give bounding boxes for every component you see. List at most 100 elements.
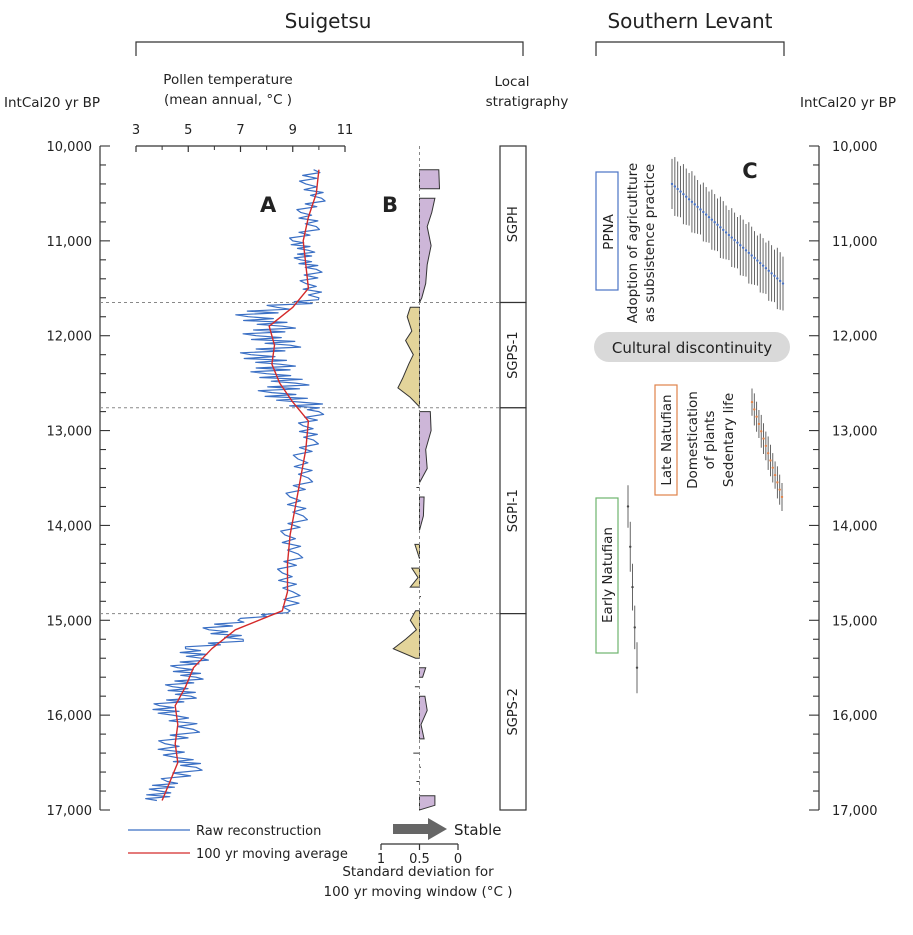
ppna-age-range-point xyxy=(676,187,679,191)
stable-sd-area xyxy=(419,496,425,531)
stable-sd-area xyxy=(419,795,436,811)
temperature-axis: 3 5 7 9 11 xyxy=(132,123,353,152)
sd-tick-label: 0 xyxy=(454,852,462,867)
late-note-3: Sedentary life xyxy=(721,393,737,487)
ppna-age-range-point xyxy=(756,259,759,262)
panel-a-temperature xyxy=(145,169,326,802)
ppna-note-2: as subsistence practice xyxy=(642,164,658,322)
right-age-label: 12,000 xyxy=(832,330,878,345)
sd-tick-label: 1 xyxy=(377,852,385,867)
panel-c-levant xyxy=(626,157,785,694)
suigetsu-bracket xyxy=(135,41,524,56)
late-natufian-age-range-point xyxy=(780,495,784,499)
ppna-age-range-point xyxy=(719,226,722,229)
ppna-label: PPNA xyxy=(601,213,617,249)
ppna-age-range-point xyxy=(702,210,705,214)
legend-avg-label: 100 yr moving average xyxy=(196,847,348,862)
ppna-age-range-point xyxy=(685,195,688,198)
ppna-age-range-point xyxy=(781,282,785,285)
stable-sd-area xyxy=(419,667,427,678)
ppna-age-range-point xyxy=(767,269,770,272)
right-age-label: 14,000 xyxy=(832,519,878,534)
ppna-age-range-point xyxy=(693,203,696,206)
ppna-age-range-point xyxy=(739,244,742,247)
left-age-label: 16,000 xyxy=(47,709,93,724)
left-age-label: 14,000 xyxy=(47,519,93,534)
ppna-age-range-point xyxy=(670,182,674,186)
ppna-age-range-point xyxy=(722,228,725,232)
panel-b-stddev xyxy=(392,146,441,811)
right-age-label: 16,000 xyxy=(832,709,878,724)
ppna-age-range-point xyxy=(707,215,711,219)
ppna-age-range-point xyxy=(713,221,716,224)
unstable-sd-area xyxy=(397,306,420,409)
ppna-age-range-point xyxy=(710,218,714,221)
strat-zone-label: SGPI-1 xyxy=(506,489,521,532)
stable-sd-area xyxy=(419,411,432,483)
ppna-age-range-point xyxy=(730,236,733,239)
early-natufian-age-range-point xyxy=(633,626,636,629)
unstable-sd-area xyxy=(392,610,420,659)
ppna-age-range-point xyxy=(716,223,719,227)
southern-levant-header: Southern Levant xyxy=(607,9,772,33)
early-natufian-age-range-point xyxy=(626,505,630,508)
late-natufian-age-range-point xyxy=(778,488,781,491)
strat-zone-label: SGPS-2 xyxy=(506,688,521,735)
left-age-label: 13,000 xyxy=(47,425,93,440)
ppna-age-range-point xyxy=(679,190,682,193)
zone-boundaries xyxy=(100,302,500,615)
ppna-box xyxy=(595,171,619,291)
right-age-label: 13,000 xyxy=(832,425,878,440)
right-age-label: 15,000 xyxy=(832,614,878,629)
ppna-age-range-point xyxy=(753,256,756,260)
ppna-note-1: Adoption of agricutlture xyxy=(625,163,641,323)
late-natufian-age-range-point xyxy=(771,466,774,469)
right-age-label: 11,000 xyxy=(832,235,878,250)
stable-arrow-icon xyxy=(393,818,447,840)
ppna-age-range-point xyxy=(764,267,768,270)
strat-zone-label: SGPS-1 xyxy=(506,331,521,378)
ppna-age-range-point xyxy=(770,272,773,275)
ppna-age-range-point xyxy=(682,192,685,196)
late-natufian-age-range-point xyxy=(762,437,765,440)
early-natufian-age-range-point xyxy=(629,545,632,548)
ppna-age-range-point xyxy=(690,200,694,204)
ppna-age-range-point xyxy=(733,238,736,242)
early-natufian-age-range-point xyxy=(631,585,634,589)
right-age-axis-title: IntCal20 yr BP xyxy=(800,95,896,111)
late-natufian-age-range-point xyxy=(750,400,754,404)
strat-zone-label: SGPH xyxy=(506,206,521,242)
late-note-1: Domestication xyxy=(685,391,701,489)
moving-average-line xyxy=(161,169,320,801)
late-natufian-age-range-point xyxy=(764,444,768,448)
sd-axis: 1 0.5 0 xyxy=(377,843,462,867)
ppna-age-range-point xyxy=(704,213,708,216)
panel-a-label: A xyxy=(260,193,277,217)
late-natufian-age-range-point xyxy=(776,481,779,484)
late-natufian-age-range-point xyxy=(753,408,756,411)
raw-reconstruction-line xyxy=(145,169,326,802)
late-natufian-age-range-point xyxy=(760,430,763,433)
stratigraphy-column: SGPH SGPS-1 SGPI-1 SGPS-2 xyxy=(499,145,527,811)
suigetsu-header: Suigetsu xyxy=(285,9,372,33)
temp-tick-label: 9 xyxy=(289,123,297,138)
late-natufian-age-range-point xyxy=(757,422,761,426)
ppna-age-range-point xyxy=(727,233,731,237)
ppna-age-range-point xyxy=(724,231,728,234)
early-natufian-label: Early Natufian xyxy=(600,527,616,623)
stable-sd-area xyxy=(419,169,441,190)
panel-b-label: B xyxy=(382,193,398,217)
unstable-sd-area xyxy=(409,567,420,588)
temp-tick-label: 11 xyxy=(337,123,354,138)
ppna-age-range-point xyxy=(778,279,782,283)
late-note-2: of plants xyxy=(702,411,718,470)
left-age-label: 12,000 xyxy=(47,330,93,345)
late-natufian-age-range-point xyxy=(769,459,772,462)
ppna-age-range-point xyxy=(741,246,745,249)
ppna-age-range-point xyxy=(673,185,677,188)
ppna-age-range-point xyxy=(744,249,748,252)
ppna-age-range-point xyxy=(699,208,702,211)
temp-axis-title-2: (mean annual, °C ) xyxy=(164,92,292,108)
unstable-sd-area xyxy=(414,543,420,559)
